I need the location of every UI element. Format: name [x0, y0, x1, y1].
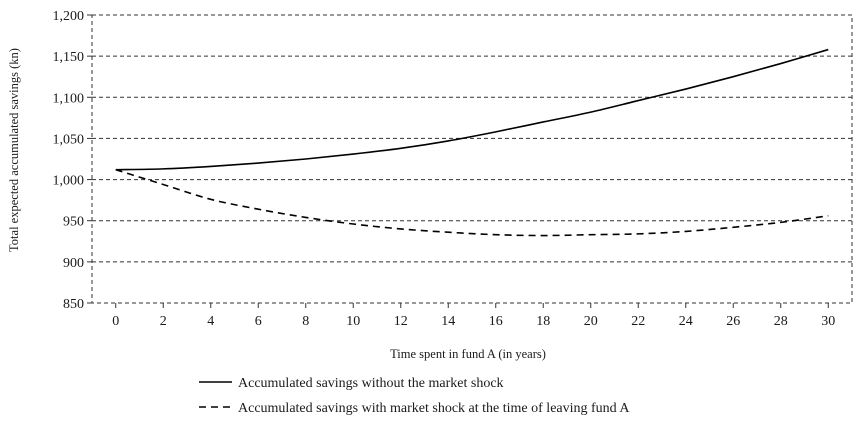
- gridlines: [91, 14, 853, 304]
- y-axis-title: Total expected accumulated savings (kn): [7, 48, 21, 252]
- series-line-with-shock: [115, 168, 829, 237]
- x-tick-label: 26: [726, 314, 740, 329]
- y-tick-label: 1,150: [53, 50, 85, 65]
- y-tick-label: 1,050: [53, 132, 85, 147]
- x-tick-label: 24: [679, 314, 693, 329]
- y-tick-label: 900: [63, 256, 84, 271]
- y-tick-label: 850: [63, 297, 84, 312]
- y-tick-label: 1,100: [53, 91, 85, 106]
- x-tick-label: 14: [441, 314, 455, 329]
- x-tick-label: 22: [631, 314, 645, 329]
- x-tick-label: 20: [584, 314, 598, 329]
- x-tick-label: 2: [160, 314, 167, 329]
- x-tick-label: 30: [821, 314, 835, 329]
- x-tick-label: 4: [207, 314, 214, 329]
- x-tick-label: 10: [346, 314, 360, 329]
- x-tick-label: 0: [112, 314, 119, 329]
- plot-border: [91, 14, 853, 304]
- y-tick-label: 1,200: [53, 9, 85, 24]
- y-tick-label: 950: [63, 215, 84, 230]
- x-tick-label: 8: [302, 314, 309, 329]
- y-tick-label: 1,000: [53, 174, 85, 189]
- x-tick-label: 18: [536, 314, 550, 329]
- x-tick-label: 6: [255, 314, 262, 329]
- x-tick-label: 28: [774, 314, 788, 329]
- series-line-no-shock: [115, 48, 829, 171]
- x-tick-label: 16: [489, 314, 503, 329]
- series-lines: [115, 48, 829, 237]
- legend: Accumulated savings without the market s…: [199, 376, 630, 416]
- legend-label-with-shock: Accumulated savings with market shock at…: [238, 401, 630, 416]
- x-tick-label: 12: [394, 314, 408, 329]
- legend-label-no-shock: Accumulated savings without the market s…: [238, 376, 504, 391]
- x-axis-title: Time spent in fund A (in years): [390, 347, 546, 361]
